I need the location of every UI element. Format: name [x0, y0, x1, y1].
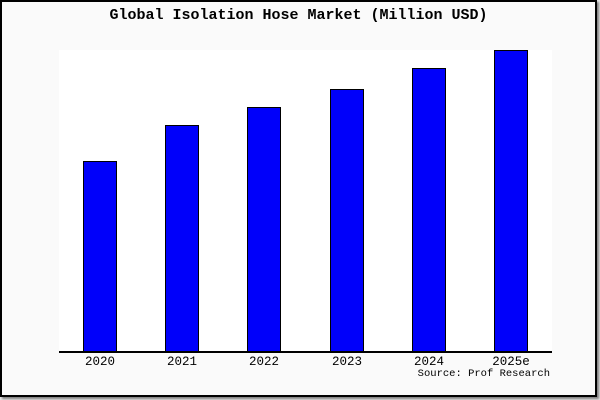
- bar-2021: [165, 125, 199, 351]
- bar-2023: [330, 89, 364, 351]
- x-tick-label-2022: 2022: [248, 355, 280, 369]
- x-tick-label-2021: 2021: [166, 355, 198, 369]
- chart-title: Global Isolation Hose Market (Million US…: [109, 7, 488, 24]
- x-tick-label-2024: 2024: [413, 355, 445, 369]
- plot-area: [59, 50, 552, 353]
- x-axis-ticks: 2020 2021 2022 2023 2024 2025e: [59, 355, 552, 371]
- x-tick-label-2020: 2020: [84, 355, 116, 369]
- bar-2022: [247, 107, 281, 351]
- bar-2024: [412, 68, 446, 351]
- x-tick-label-2025e: 2025e: [492, 355, 530, 369]
- source-credit: Source: Prof Research: [417, 368, 550, 380]
- bar-2020: [83, 161, 117, 351]
- x-tick-label-2023: 2023: [331, 355, 363, 369]
- bar-2025e: [494, 50, 528, 351]
